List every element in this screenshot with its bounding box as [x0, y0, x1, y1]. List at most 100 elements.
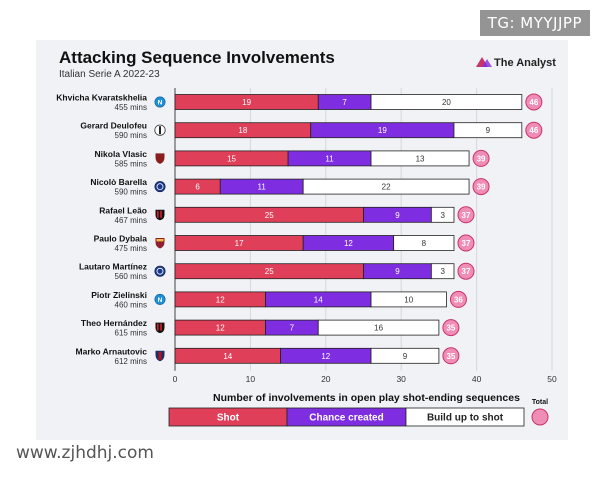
- buildup-bar: [370, 347, 440, 364]
- chance-bar-value: 12: [321, 352, 330, 361]
- total-circle: [449, 290, 467, 308]
- chance-bar-value: 11: [325, 154, 334, 163]
- total-circle: [472, 149, 490, 167]
- shot-bar-value: 17: [235, 239, 244, 248]
- x-tick-label: 20: [321, 374, 331, 384]
- inter-badge-ring: [156, 183, 164, 191]
- chance-bar-value: 9: [395, 267, 400, 276]
- x-tick-label: 10: [246, 374, 256, 384]
- total-value: 46: [529, 126, 538, 135]
- milan-badge-stripe: [157, 323, 159, 331]
- shot-bar-value: 14: [223, 352, 232, 361]
- player-name: Marko Arnautovic: [76, 346, 148, 356]
- shot-bar-value: 19: [242, 98, 251, 107]
- total-circle: [457, 206, 475, 224]
- total-value: 46: [529, 98, 538, 107]
- buildup-bar: [430, 206, 455, 223]
- player-name: Paulo Dybala: [94, 234, 148, 244]
- legend-total-circle: [531, 408, 549, 426]
- napoli-badge-letter: N: [158, 100, 163, 107]
- x-tick-label: 30: [396, 374, 406, 384]
- buildup-bar-value: 3: [440, 267, 445, 276]
- total-circle: [525, 93, 543, 111]
- napoli-badge-icon: [154, 96, 166, 108]
- bologna-badge-stripe: [158, 351, 162, 360]
- chance-bar-value: 19: [378, 126, 387, 135]
- buildup-bar-value: 3: [440, 211, 445, 220]
- player-name: Rafael Leão: [99, 205, 147, 215]
- buildup-bar: [430, 263, 455, 280]
- analyst-logo-icon-accent: [482, 59, 492, 67]
- buildup-bar-value: 20: [442, 98, 451, 107]
- player-minutes: 590 mins: [115, 131, 147, 140]
- chance-bar-value: 14: [314, 295, 323, 304]
- x-tick-label: 0: [173, 374, 178, 384]
- player-minutes: 560 mins: [115, 272, 147, 281]
- bottom-watermark: www.zjhdhj.com: [10, 440, 160, 466]
- player-minutes: 585 mins: [115, 159, 147, 168]
- player-minutes: 467 mins: [115, 216, 147, 225]
- legend-label-buildup-bar: Build up to shot: [427, 413, 504, 424]
- player-name: Gerard Deulofeu: [80, 121, 147, 131]
- buildup-bar: [370, 94, 523, 110]
- x-tick-label: 50: [547, 374, 557, 384]
- buildup-bar: [453, 122, 523, 139]
- inter-badge-icon: [154, 265, 166, 277]
- player-name: Theo Hernández: [81, 318, 147, 328]
- total-value: 37: [462, 239, 471, 248]
- milan-badge-stripe: [160, 210, 162, 218]
- legend-label-shot-bar: Shot: [217, 413, 240, 424]
- total-circle: [457, 262, 475, 280]
- roma-badge-band: [156, 239, 164, 242]
- total-value: 37: [462, 267, 471, 276]
- milan-badge-stripe: [160, 323, 162, 331]
- shot-bar-value: 18: [238, 126, 247, 135]
- buildup-bar-value: 16: [374, 324, 383, 333]
- shot-bar-value: 12: [216, 295, 225, 304]
- total-value: 39: [477, 183, 486, 192]
- total-circle: [525, 121, 543, 139]
- udinese-badge-stripe: [159, 126, 161, 135]
- corner-watermark: TG: MYYJJPP: [479, 10, 590, 36]
- brand-name: The Analyst: [494, 57, 556, 69]
- player-name: Khvicha Kvaratskhelia: [56, 93, 147, 103]
- buildup-bar-value: 8: [422, 239, 427, 248]
- chance-bar-value: 9: [395, 211, 400, 220]
- chance-bar-value: 7: [342, 98, 347, 107]
- player-minutes: 590 mins: [115, 188, 147, 197]
- player-name: Nicolò Barella: [90, 177, 147, 187]
- total-value: 37: [462, 211, 471, 220]
- buildup-bar: [370, 150, 470, 167]
- player-name: Lautaro Martínez: [79, 262, 147, 272]
- legend-label-chance-bar: Chance created: [309, 413, 383, 424]
- buildup-bar-value: 9: [403, 352, 408, 361]
- buildup-bar: [302, 178, 470, 195]
- total-value: 35: [446, 324, 455, 333]
- buildup-bar-value: 10: [404, 295, 413, 304]
- x-axis-label: Number of involvements in open play shot…: [213, 392, 520, 404]
- shot-bar-value: 6: [195, 183, 200, 192]
- total-circle: [457, 234, 475, 252]
- chart-card: Attacking Sequence Involvements Italian S…: [36, 40, 568, 440]
- player-minutes: 455 mins: [115, 103, 147, 112]
- chance-bar-value: 7: [290, 324, 295, 333]
- player-minutes: 460 mins: [115, 300, 147, 309]
- legend-total-label: Total: [532, 399, 548, 406]
- milan-badge-icon: [155, 209, 165, 221]
- buildup-bar: [317, 319, 440, 336]
- chart-svg: Attacking Sequence Involvements Italian S…: [56, 48, 557, 427]
- shot-bar-value: 15: [227, 154, 236, 163]
- buildup-bar: [393, 235, 455, 251]
- player-minutes: 612 mins: [115, 357, 147, 366]
- milan-badge-icon: [155, 322, 165, 334]
- player-name: Piotr Zielinski: [91, 290, 147, 300]
- buildup-bar-value: 9: [486, 126, 491, 135]
- player-name: Nikola Vlasic: [95, 149, 148, 159]
- napoli-badge-letter: N: [158, 297, 163, 304]
- total-value: 39: [477, 154, 486, 163]
- buildup-bar-value: 22: [382, 183, 391, 192]
- legend-swatch-buildup-bar: [405, 407, 525, 427]
- chart-subtitle: Italian Serie A 2022-23: [59, 69, 160, 80]
- player-minutes: 615 mins: [115, 329, 147, 338]
- shot-bar-value: 12: [216, 324, 225, 333]
